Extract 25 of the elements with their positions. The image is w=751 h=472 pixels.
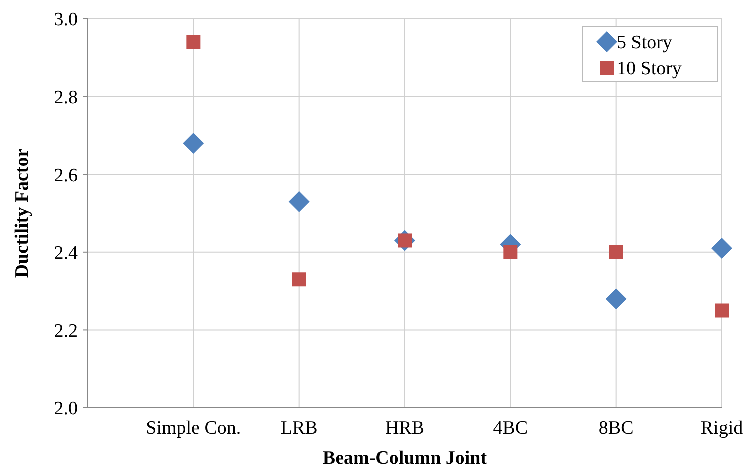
x-tick-label: 4BC xyxy=(493,418,528,439)
legend-label: 5 Story xyxy=(617,32,673,54)
point xyxy=(715,304,729,318)
x-tick-label: LRB xyxy=(280,418,318,439)
point xyxy=(288,191,310,212)
point xyxy=(606,288,627,310)
y-tick-label: 3.0 xyxy=(54,10,78,31)
x-tick-label: Rigid xyxy=(700,418,744,439)
y-axis-title: Ductility Factor xyxy=(12,148,33,278)
point xyxy=(609,245,624,260)
point xyxy=(292,272,306,287)
y-tick-label: 2.6 xyxy=(54,165,78,186)
point xyxy=(186,35,201,50)
point xyxy=(504,245,518,260)
x-axis-title: Beam-Column Joint xyxy=(322,448,488,469)
y-tick-label: 2.0 xyxy=(54,398,78,420)
legend-label: 10 Story xyxy=(617,58,682,80)
y-tick-label: 2.4 xyxy=(54,243,78,264)
y-tick-label: 2.2 xyxy=(54,320,78,342)
x-tick-label: 8BC xyxy=(598,418,634,439)
point xyxy=(712,238,732,260)
x-tick-label: HRB xyxy=(385,418,425,439)
point xyxy=(183,132,204,154)
x-tick-label: Simple Con. xyxy=(146,418,242,439)
y-tick-label: 2.8 xyxy=(54,87,78,108)
